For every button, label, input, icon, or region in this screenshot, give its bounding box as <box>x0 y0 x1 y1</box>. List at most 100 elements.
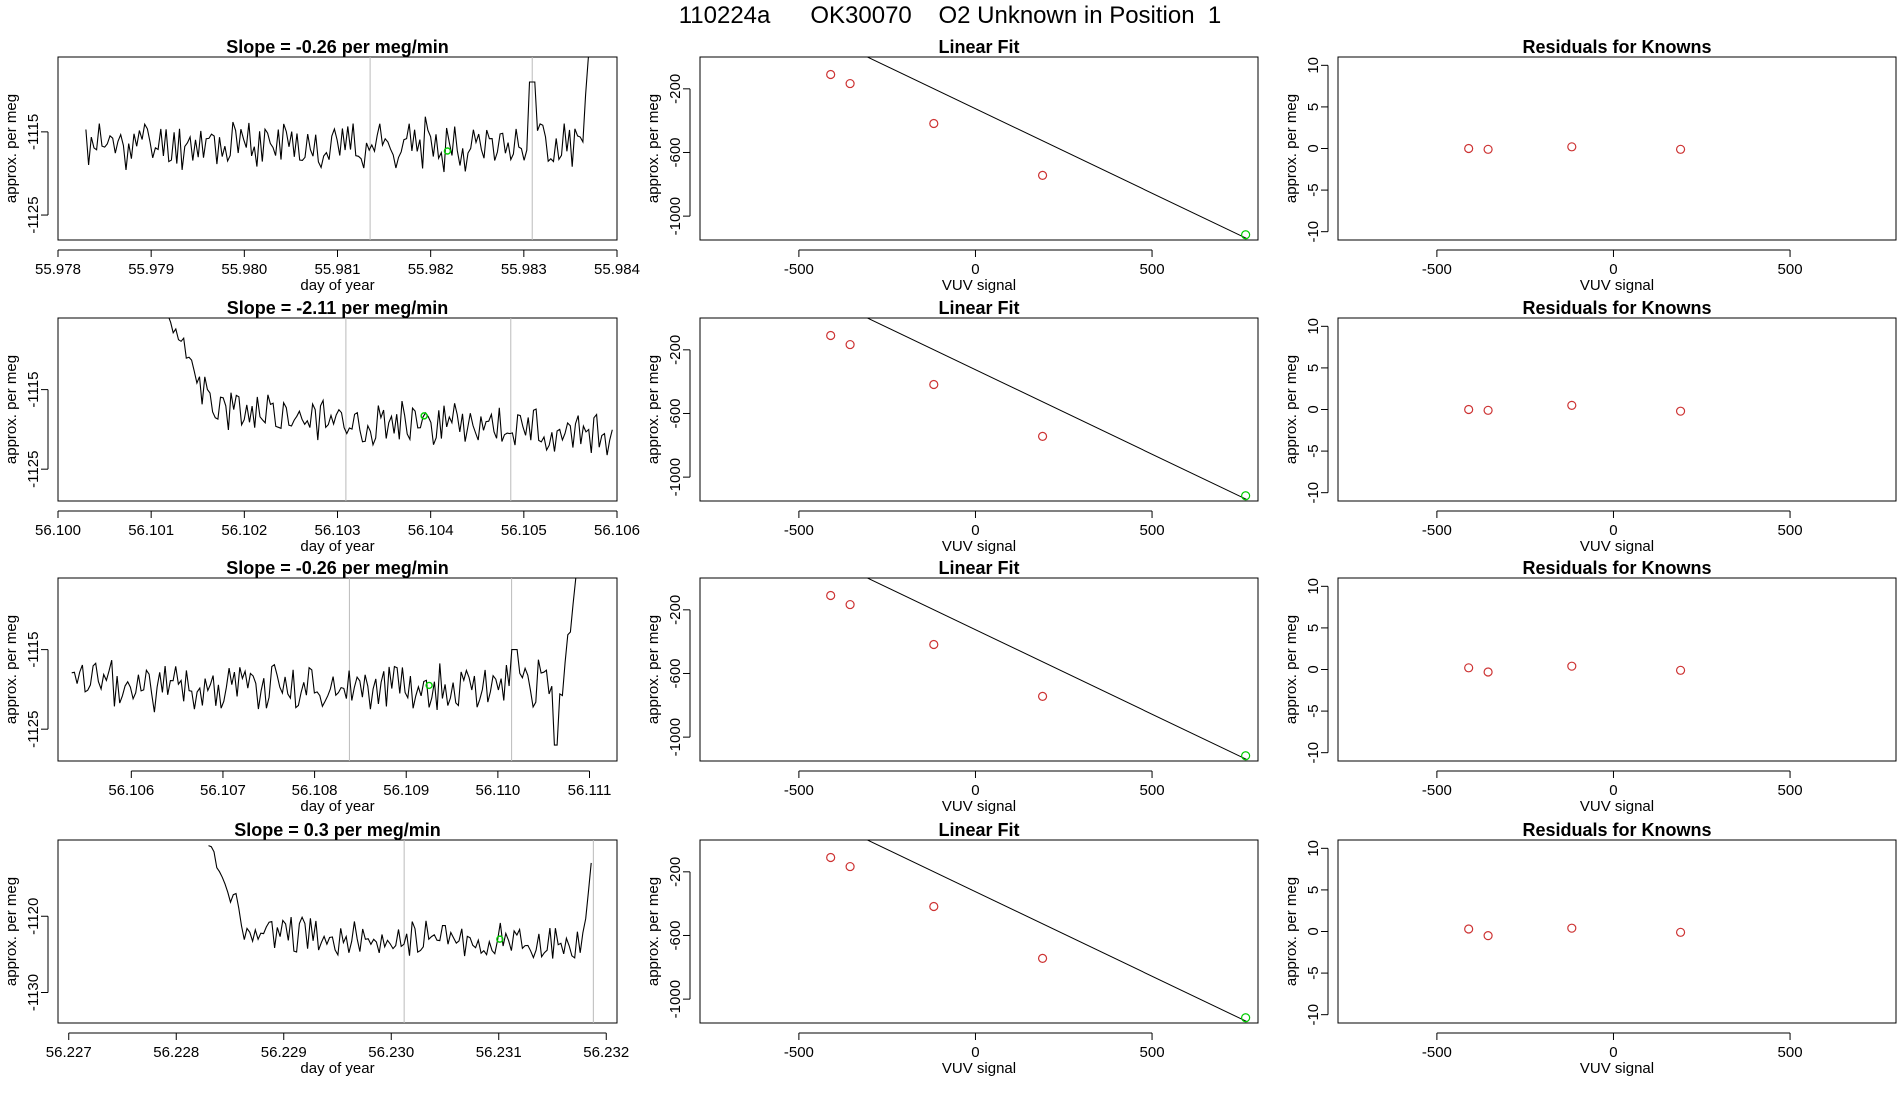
plot-frame <box>57 839 618 1024</box>
x-tick-label: 56.103 <box>315 522 361 539</box>
plot-area <box>1464 661 1686 677</box>
known-standard-point <box>1037 691 1048 701</box>
plot-title: Linear Fit <box>938 558 1019 578</box>
plot-title: Linear Fit <box>938 298 1019 318</box>
y-tick-label: -1130 <box>25 974 42 1011</box>
known-standard-point <box>1567 661 1577 671</box>
unknown-marker-point <box>425 681 433 690</box>
plot-frame <box>1337 317 1897 502</box>
x-tick-label: 55.982 <box>408 261 454 278</box>
plot-area <box>208 840 594 1023</box>
known-standard-point <box>1675 144 1686 154</box>
known-standard-point <box>826 590 836 601</box>
y-axis-label: approx. per meg <box>1283 877 1300 986</box>
x-tick-label: 500 <box>1778 261 1803 278</box>
plot-title: Linear Fit <box>938 820 1019 840</box>
y-tick-label: 5 <box>1305 364 1322 372</box>
known-standard-point <box>1675 665 1686 675</box>
x-tick-label: 500 <box>1140 261 1165 278</box>
y-axis-label: approx. per meg <box>3 615 20 724</box>
x-tick-label: -500 <box>784 782 814 799</box>
x-tick-label: 56.110 <box>475 782 520 799</box>
x-axis-label: day of year <box>300 538 374 555</box>
fit-line <box>866 840 1248 1023</box>
plot-area <box>1464 400 1686 416</box>
plot-frame <box>57 317 618 502</box>
panel-scatter-r0-c1: Linear Fit -500 0 500 VUV signal -200 -600 -100… <box>645 37 1259 294</box>
x-axis-label: day of year <box>300 798 374 815</box>
y-tick-label: 10 <box>1305 318 1322 335</box>
y-tick-label: -200 <box>667 857 684 887</box>
x-tick-label: 0 <box>971 1044 979 1061</box>
y-axis-label: approx. per meg <box>645 355 662 464</box>
plot-frame <box>699 56 1259 241</box>
fit-line <box>866 318 1248 501</box>
panel-scatter-r0-c2: Residuals for Knowns -500 0 500 VUV signal 10… <box>1283 37 1897 294</box>
known-standard-point <box>1464 404 1474 415</box>
fit-line <box>866 57 1248 240</box>
y-axis-label: approx. per meg <box>1283 94 1300 203</box>
x-axis-label: VUV signal <box>942 538 1016 555</box>
y-tick-label: -200 <box>667 595 684 625</box>
x-tick-label: 56.106 <box>594 522 640 539</box>
known-standard-point <box>845 599 855 610</box>
page-title: 110224a OK30070 O2 Unknown in Position 1 <box>678 2 1222 29</box>
timeseries-line <box>85 57 589 173</box>
y-tick-label: 5 <box>1305 886 1322 894</box>
x-tick-label: 500 <box>1140 782 1165 799</box>
timeseries-line <box>168 318 613 456</box>
y-tick-label: -600 <box>667 398 684 428</box>
plot-frame <box>1337 577 1897 762</box>
y-axis-label: approx. per meg <box>3 355 20 464</box>
unknown-sample-point <box>1241 230 1251 240</box>
y-axis-label: approx. per meg <box>3 94 20 203</box>
x-tick-label: -500 <box>784 522 814 539</box>
y-tick-label: 0 <box>1305 665 1322 673</box>
plot-frame <box>1337 56 1897 241</box>
y-tick-label: 0 <box>1305 927 1322 935</box>
x-axis-label: VUV signal <box>1580 277 1654 294</box>
known-standard-point <box>1567 142 1577 152</box>
x-tick-label: -500 <box>1422 782 1452 799</box>
panel-scatter-r3-c2: Residuals for Knowns -500 0 500 VUV signal 10… <box>1283 820 1897 1077</box>
x-tick-label: 56.111 <box>568 782 612 799</box>
timeseries-line <box>208 845 592 960</box>
unknown-sample-point <box>1241 1013 1251 1023</box>
x-tick-label: 55.981 <box>315 261 361 278</box>
x-tick-label: 56.108 <box>292 782 338 799</box>
y-tick-label: -1125 <box>25 451 42 488</box>
y-tick-label: 10 <box>1305 840 1322 857</box>
x-tick-label: 0 <box>971 261 979 278</box>
known-standard-point <box>826 330 836 341</box>
x-tick-label: -500 <box>784 261 814 278</box>
plot-title: Slope = 0.3 per meg/min <box>234 820 441 840</box>
y-tick-label: 5 <box>1305 624 1322 632</box>
plot-area <box>85 57 589 240</box>
y-axis-label: approx. per meg <box>3 877 20 986</box>
x-axis-label: VUV signal <box>942 1060 1016 1077</box>
known-standard-point <box>929 901 939 912</box>
known-standard-point <box>1464 663 1474 673</box>
known-standard-point <box>929 639 939 650</box>
known-standard-point <box>929 118 939 129</box>
y-tick-label: -600 <box>667 137 684 167</box>
plot-title: Slope = -0.26 per meg/min <box>226 558 449 578</box>
x-axis-label: VUV signal <box>1580 538 1654 555</box>
plot-frame <box>699 839 1259 1024</box>
y-tick-label: -1115 <box>25 372 42 408</box>
unknown-sample-point <box>1241 751 1251 761</box>
y-tick-label: -1125 <box>25 196 42 233</box>
panel-scatter-r2-c1: Linear Fit -500 0 500 VUV signal -200 -600 -100… <box>645 558 1259 815</box>
plot-area <box>826 578 1251 761</box>
x-tick-label: 0 <box>1609 522 1617 539</box>
plot-frame <box>1337 839 1897 1024</box>
x-tick-label: 55.984 <box>594 261 640 278</box>
y-axis-label: approx. per meg <box>645 94 662 203</box>
y-tick-label: -600 <box>667 658 684 688</box>
x-tick-label: 500 <box>1778 782 1803 799</box>
plot-title: Residuals for Knowns <box>1522 558 1711 578</box>
x-tick-label: 0 <box>971 782 979 799</box>
y-tick-label: -5 <box>1305 444 1322 457</box>
plot-title: Slope = -0.26 per meg/min <box>226 37 449 57</box>
